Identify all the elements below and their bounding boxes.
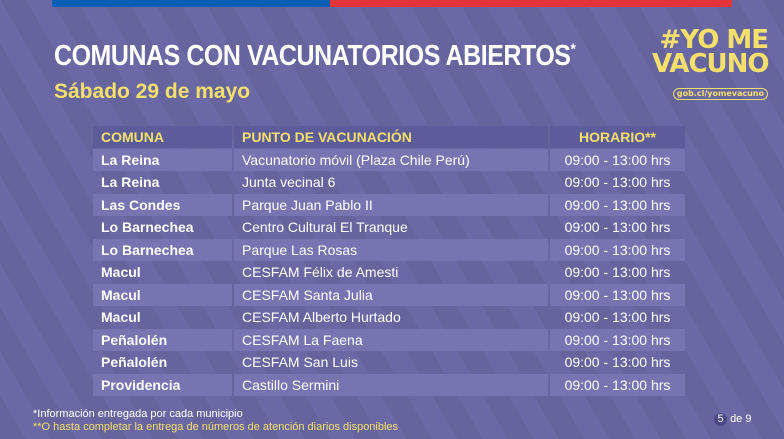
table-row: Peñalolén CESFAM La Faena 09:00 - 13:00 hr… [93, 329, 685, 351]
cell-punto: Vacunatorio móvil (Plaza Chile Perú) [234, 149, 548, 171]
cell-horario: 09:00 - 13:00 hrs [564, 264, 671, 281]
footnote-2: **O hasta completar la entrega de número… [33, 421, 399, 433]
cell-punto: Junta vecinal 6 [242, 174, 336, 191]
cell-punto: CESFAM San Luis [242, 354, 358, 371]
table-row: La Reina Junta vecinal 6 09:00 - 13:00 hrs [93, 172, 685, 194]
cell-comuna: La Reina [101, 174, 160, 191]
cell-comuna: Las Condes [93, 194, 232, 216]
cell-comuna: Peñalolén [93, 329, 232, 351]
yomevacuno-logo: #YO ME VACUNO gob.cl/yomevacuno [652, 25, 770, 100]
vaccination-table: COMUNA PUNTO DE VACUNACIÓN HORARIO** La … [91, 125, 687, 397]
table-row: Peñalolén CESFAM San Luis 09:00 - 13:00 hr… [93, 352, 685, 374]
cell-horario: 09:00 - 13:00 hrs [550, 194, 685, 216]
cell-horario: 09:00 - 13:00 hrs [564, 354, 671, 371]
cell-horario: 09:00 - 13:00 hrs [564, 174, 671, 191]
cell-horario: 09:00 - 13:00 hrs [550, 284, 685, 306]
header-punto: PUNTO DE VACUNACIÓN [234, 126, 548, 148]
cell-comuna: La Reina [93, 149, 232, 171]
cell-comuna: Peñalolén [101, 354, 168, 371]
cell-horario: 09:00 - 13:00 hrs [550, 329, 685, 351]
table-row: Macul CESFAM Alberto Hurtado 09:00 - 13:00… [93, 307, 685, 329]
cell-comuna: Macul [101, 264, 141, 281]
table-row: Lo Barnechea Centro Cultural El Tranque 09… [93, 217, 685, 239]
header-comuna: COMUNA [93, 126, 232, 148]
page-indicator: 5 de 9 [714, 413, 751, 426]
footnote-1: *Información entregada por cada municipi… [33, 408, 243, 420]
table-row: Las Condes Parque Juan Pablo II 09:00 - 13… [93, 194, 685, 216]
cell-comuna: Macul [93, 284, 232, 306]
cell-horario: 09:00 - 13:00 hrs [550, 149, 685, 171]
page-subtitle: Sábado 29 de mayo [54, 80, 251, 103]
cell-punto: CESFAM La Faena [234, 329, 548, 351]
table-row: Lo Barnechea Parque Las Rosas 09:00 - 13:0… [93, 239, 685, 261]
cell-comuna: Macul [101, 309, 141, 326]
flag-bar [52, 0, 732, 7]
cell-horario: 09:00 - 13:00 hrs [550, 239, 685, 261]
cell-horario: 09:00 - 13:00 hrs [564, 309, 671, 326]
footnotes: *Información entregada por cada municipi… [33, 408, 398, 434]
table-row: Providencia Castillo Sermini 09:00 - 13:00… [93, 374, 685, 396]
cell-horario: 09:00 - 13:00 hrs [550, 374, 685, 396]
header-horario: HORARIO** [550, 126, 685, 148]
cell-punto: Parque Juan Pablo II [234, 194, 548, 216]
cell-punto: Centro Cultural El Tranque [242, 219, 408, 236]
cell-comuna: Lo Barnechea [93, 239, 232, 261]
cell-comuna: Lo Barnechea [101, 219, 194, 236]
cell-punto: CESFAM Santa Julia [234, 284, 548, 306]
cell-punto: Castillo Sermini [234, 374, 548, 396]
cell-comuna: Providencia [93, 374, 232, 396]
table-row: Macul CESFAM Santa Julia 09:00 - 13:00 hrs [93, 284, 685, 306]
page-title: COMUNAS CON VACUNATORIOS ABIERTOS* [54, 40, 576, 72]
cell-punto: CESFAM Félix de Amesti [242, 264, 399, 281]
table-row: Macul CESFAM Félix de Amesti 09:00 - 13:00… [93, 262, 685, 284]
cell-horario: 09:00 - 13:00 hrs [564, 219, 671, 236]
table-row: La Reina Vacunatorio móvil (Plaza Chile P… [93, 149, 685, 171]
cell-punto: Parque Las Rosas [234, 239, 548, 261]
cell-punto: CESFAM Alberto Hurtado [242, 309, 401, 326]
table-header: COMUNA PUNTO DE VACUNACIÓN HORARIO** [93, 126, 685, 148]
